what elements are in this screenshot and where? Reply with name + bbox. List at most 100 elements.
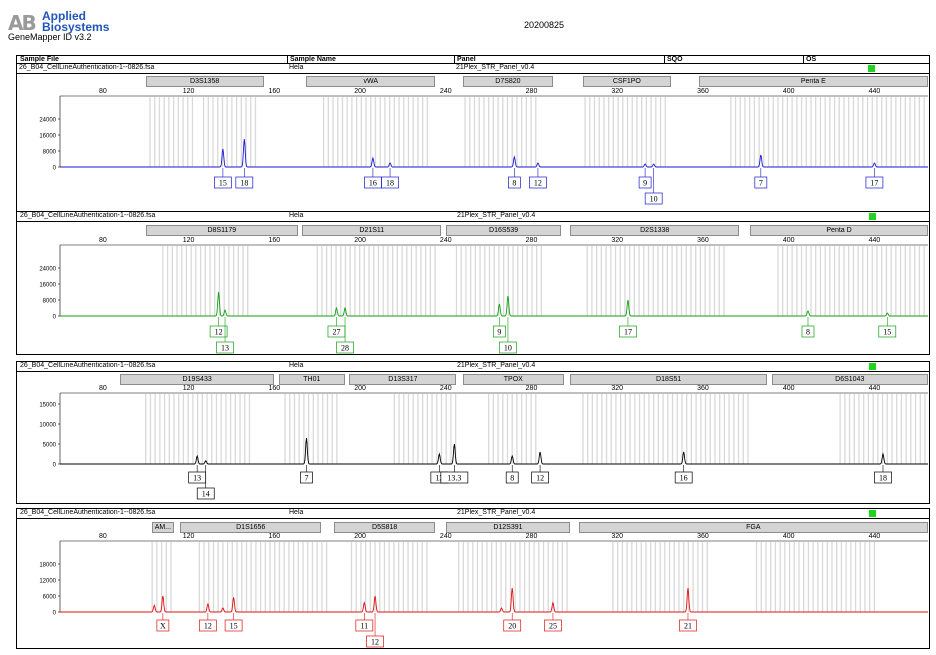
allele-box [366,635,384,648]
allele-call-label: 16 [369,179,377,188]
allele-box [801,325,815,338]
marker-d1s1656[interactable]: D1S1656 [180,522,322,533]
allele-box [199,619,217,632]
column-divider [454,56,455,64]
trace-line [60,587,928,613]
panel-box-2: 26_B04_CellLineAuthentication-1--0826.fs… [16,211,930,355]
marker-penta-e[interactable]: Penta E [698,76,928,87]
allele-call-label: 8 [510,474,514,483]
x-tick-label: 120 [183,237,195,244]
allele-box [638,176,652,189]
trace-line [60,138,928,168]
y-tick-label: 0 [53,166,57,172]
allele-call-label: 12 [435,474,443,483]
x-tick-label: 120 [183,533,195,540]
y-tick-label: 0 [53,315,57,321]
marker-d2s1338[interactable]: D2S1338 [570,225,740,236]
allele-box [674,471,693,484]
x-tick-label: 400 [783,533,795,540]
quality-flag-icon [868,65,875,72]
x-tick-label: 200 [354,385,366,392]
x-tick-label: 360 [697,533,709,540]
marker-d8s1179[interactable]: D8S1179 [145,225,298,236]
y-tick-label: 0 [53,611,57,617]
x-tick-label: 80 [99,385,107,392]
marker-tpox[interactable]: TPOX [462,374,564,385]
allele-call-label: 7 [759,179,763,188]
allele-call-label: 12 [534,179,542,188]
y-tick-label: 24000 [39,118,56,124]
y-tick-label: 8000 [43,150,57,156]
electropherogram-blue: 80 120 160 200 240 280 320 360 400 440 0 8000 16000 2… [39,88,928,205]
y-tick-label: 16000 [39,283,56,289]
panel-name: 21Plex_STR_Panel_v0.4 [456,64,535,71]
x-tick-label: 360 [697,237,709,244]
electropherogram-black: 80 120 160 200 240 280 320 360 400 440 0 5000 10000 1… [39,385,928,500]
allele-box [619,325,637,338]
allele-call-label: 20 [508,622,516,631]
allele-call-label: 13 [221,344,229,353]
sample-info-row-1: 26_B04_CellLineAuthentication-1--0826.fs… [16,64,930,74]
x-tick-label: 80 [99,533,107,540]
x-tick-label: 280 [526,237,538,244]
marker-d16s539[interactable]: D16S539 [445,225,562,236]
x-tick-label: 240 [440,237,452,244]
y-tick-label: 15000 [39,403,56,409]
sample-name: Hela [289,64,304,71]
panel-name: 21Plex_STR_Panel_v0.4 [457,509,536,516]
allele-call-label: 8 [806,328,810,337]
marker-bar-row: D19S433 TH01 D13S317 TPOX D18S51 D6S1043 [0,374,936,385]
marker-fga[interactable]: FGA [578,522,928,533]
allele-call-label: 21 [684,622,692,631]
marker-am-[interactable]: AM... [152,522,174,533]
allele-box [874,471,892,484]
x-tick-label: 360 [697,385,709,392]
marker-penta-d[interactable]: Penta D [750,225,928,236]
allele-call-label: 18 [240,179,248,188]
allele-call-label: 13 [193,474,201,483]
x-tick-label: 240 [440,385,452,392]
brand-line-1: Applied [42,9,86,23]
allele-call-label: 10 [650,195,658,204]
allele-box [336,341,354,354]
allele-call-label: 13.3 [447,474,461,483]
panel-name: 21Plex_STR_Panel_v0.4 [457,212,536,219]
marker-d18s51[interactable]: D18S51 [570,374,768,385]
marker-csf1po[interactable]: CSF1PO [582,76,671,87]
allele-box [754,176,768,189]
column-divider [803,56,804,64]
marker-d21s11[interactable]: D21S11 [302,225,442,236]
marker-d3s1358[interactable]: D3S1358 [145,76,264,87]
software-version: GeneMapper ID v3.2 [8,32,92,42]
allele-call-label: 15 [883,328,891,337]
marker-bar-row: D3S1358 vWA D7S820 CSF1PO Penta E [0,76,936,87]
marker-d13s317[interactable]: D13S317 [349,374,457,385]
allele-call-label: 28 [341,344,349,353]
x-tick-label: 80 [99,88,107,95]
marker-d6s1043[interactable]: D6S1043 [771,374,928,385]
row-divider [17,221,929,222]
x-tick-label: 240 [440,88,452,95]
marker-vwa[interactable]: vWA [306,76,436,87]
allele-call-label: 8 [512,179,516,188]
column-divider [664,56,665,64]
allele-call-label: 11 [360,622,368,631]
marker-d7s820[interactable]: D7S820 [462,76,553,87]
allele-box [865,176,884,189]
marker-d12s391[interactable]: D12S391 [445,522,571,533]
marker-d5s818[interactable]: D5S818 [334,522,436,533]
x-tick-label: 120 [183,385,195,392]
x-tick-label: 120 [183,88,195,95]
allele-box [381,176,399,189]
x-tick-label: 80 [99,237,107,244]
marker-th01[interactable]: TH01 [278,374,346,385]
allele-box [508,176,521,189]
allele-box [679,619,697,632]
header-sqo: SQO [667,56,683,63]
allele-box [355,619,374,632]
x-tick-label: 360 [697,88,709,95]
marker-d19s433[interactable]: D19S433 [120,374,275,385]
allele-call-label: 9 [497,328,501,337]
panel-box-3: 26_B04_CellLineAuthentication-1--0826.fs… [16,361,930,504]
x-tick-label: 320 [611,237,623,244]
